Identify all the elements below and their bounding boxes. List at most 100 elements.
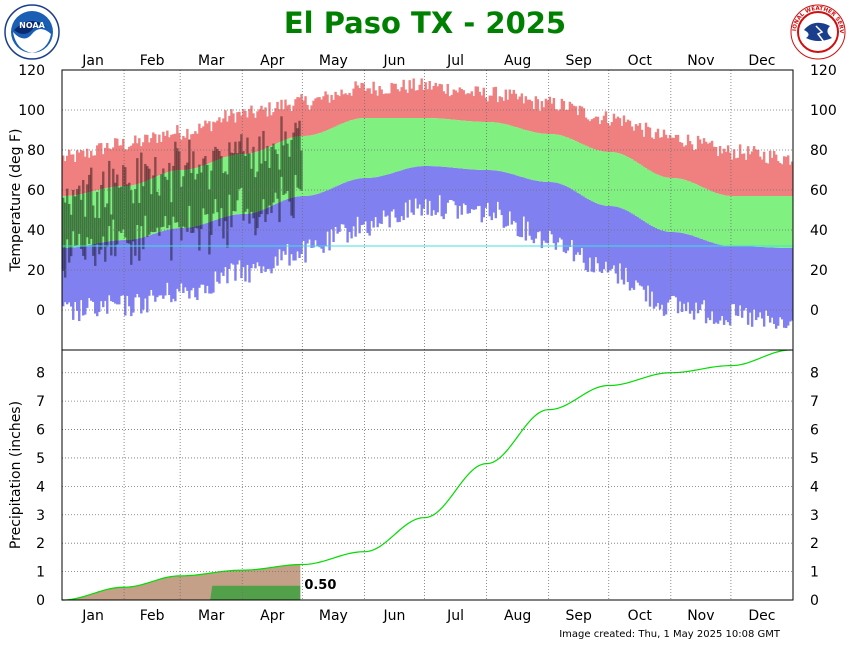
normal-range-bar <box>314 134 317 195</box>
normal-range-bar <box>648 170 652 225</box>
record-high-bar <box>228 115 231 156</box>
precipitation-tick-label-left: 8 <box>36 366 45 382</box>
record-high-bar <box>302 100 305 136</box>
record-low-bar <box>606 205 610 273</box>
normal-range-bar <box>138 183 141 239</box>
normal-range-bar <box>478 121 481 170</box>
record-high-bar <box>740 153 744 196</box>
record-high-bar <box>640 129 644 166</box>
normal-range-bar <box>200 166 203 225</box>
observed-temperature-bar <box>106 203 109 247</box>
normal-range-bar <box>90 191 93 245</box>
record-low-bar <box>580 195 584 249</box>
record-high-bar <box>544 98 548 134</box>
record-low-bar <box>512 174 516 221</box>
observed-temperature-bar <box>178 151 181 228</box>
normal-range-bar <box>624 156 628 211</box>
record-high-bar <box>760 159 764 196</box>
normal-range-bar <box>198 166 201 226</box>
observed-temperature-bar <box>144 163 147 216</box>
normal-range-bar <box>636 163 640 218</box>
record-high-bar <box>68 149 71 196</box>
normal-range-bar <box>756 196 760 247</box>
record-low-bar <box>662 230 666 316</box>
record-low-bar <box>160 231 163 296</box>
normal-range-bar <box>154 177 157 234</box>
normal-range-bar <box>788 196 792 248</box>
record-high-bar <box>688 140 692 182</box>
normal-range-bar <box>502 123 506 172</box>
observed-temperature-bar <box>196 173 199 229</box>
record-low-bar <box>82 246 85 316</box>
normal-range-bar <box>762 196 766 248</box>
record-high-bar <box>596 116 600 151</box>
record-high-bar <box>184 137 187 170</box>
normal-range-bar <box>508 125 512 174</box>
record-high-bar <box>400 87 403 118</box>
record-high-bar <box>488 95 491 123</box>
normal-range-bar <box>366 118 369 178</box>
record-low-bar <box>538 181 542 232</box>
normal-range-bar <box>148 179 151 236</box>
record-low-bar <box>98 242 101 312</box>
observed-temperature-bar <box>92 205 95 256</box>
month-label-top: Jul <box>446 53 464 69</box>
normal-range-bar <box>266 147 269 208</box>
record-high-bar <box>446 83 449 120</box>
precipitation-tick-label-left: 4 <box>36 479 45 495</box>
record-low-bar <box>492 170 495 213</box>
record-high-bar <box>258 109 261 152</box>
normal-range-bar <box>156 176 159 233</box>
normal-range-bar <box>662 176 666 231</box>
temperature-tick-label-left: 0 <box>36 303 45 319</box>
observed-temperature-bar <box>208 189 211 255</box>
record-low-bar <box>66 247 69 305</box>
record-high-bar <box>664 134 668 178</box>
record-high-bar <box>82 150 85 194</box>
record-high-bar <box>340 89 343 124</box>
precipitation-tick-label-right: 6 <box>810 423 819 439</box>
record-low-bar <box>64 247 67 303</box>
observed-temperature-bar <box>184 165 187 228</box>
record-high-bar <box>576 115 580 143</box>
observed-temperature-bar <box>236 153 239 201</box>
record-low-bar <box>698 238 702 311</box>
record-low-bar <box>654 227 658 307</box>
observed-temperature-bar <box>176 148 179 223</box>
normal-range-bar <box>336 125 339 186</box>
record-high-bar <box>326 94 329 131</box>
normal-range-bar <box>270 145 273 206</box>
observed-temperature-bar <box>152 175 155 233</box>
normal-range-bar <box>390 118 393 174</box>
record-high-bar <box>378 86 381 118</box>
normal-range-bar <box>410 118 413 168</box>
record-high-bar <box>216 120 219 160</box>
observed-temperature-bar <box>282 145 285 195</box>
normal-range-bar <box>558 135 562 184</box>
normal-range-bar <box>168 171 171 230</box>
normal-range-bar <box>310 135 313 196</box>
record-low-bar <box>420 166 423 216</box>
normal-range-bar <box>698 186 702 239</box>
record-high-bar <box>522 103 526 130</box>
normal-range-bar <box>100 189 103 243</box>
record-high-bar <box>104 147 107 189</box>
normal-range-bar <box>94 190 97 244</box>
normal-range-bar <box>306 135 309 196</box>
record-low-bar <box>656 228 660 303</box>
normal-range-bar <box>504 124 508 173</box>
normal-range-bar <box>252 152 255 213</box>
observed-precip-area <box>62 585 301 600</box>
record-low-bar <box>664 231 668 315</box>
normal-range-bar <box>582 144 586 197</box>
normal-range-bar <box>700 187 704 239</box>
record-high-bar <box>414 90 417 118</box>
record-high-bar <box>482 87 485 122</box>
record-high-bar <box>766 163 770 196</box>
normal-range-bar <box>752 196 756 247</box>
record-low-bar <box>378 176 381 224</box>
record-low-bar <box>556 183 560 243</box>
normal-range-bar <box>322 131 325 192</box>
normal-range-bar <box>466 121 469 170</box>
record-high-bar <box>418 84 421 118</box>
